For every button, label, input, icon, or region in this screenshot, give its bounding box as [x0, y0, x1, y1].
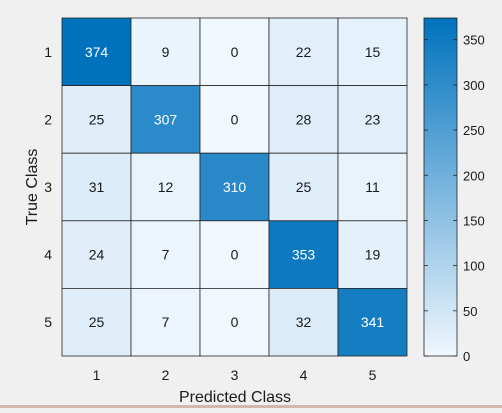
cell-value-label: 0	[231, 247, 239, 263]
colorbar-tick-label: 150	[463, 213, 485, 228]
cell-value-label: 310	[223, 179, 247, 195]
colorbar-tick-label: 100	[463, 259, 485, 274]
cell-value-label: 353	[292, 247, 316, 263]
x-tick-label: 4	[300, 367, 308, 383]
colorbar-tick-label: 250	[463, 123, 485, 138]
colorbar-tick-label: 0	[463, 349, 470, 364]
x-tick-label: 5	[369, 367, 377, 383]
cell-value-label: 24	[89, 247, 105, 263]
y-tick-label: 5	[44, 314, 52, 330]
cell-value-label: 374	[85, 44, 109, 60]
y-tick-label: 3	[44, 179, 52, 195]
cell-value-label: 341	[361, 314, 385, 330]
cell-value-label: 7	[162, 247, 170, 263]
y-axis-ticks: 1 2 3 4 5	[44, 44, 52, 330]
cell-value-label: 0	[231, 44, 239, 60]
colorbar-tick-label: 350	[463, 33, 485, 48]
cell-value-label: 307	[154, 111, 178, 127]
y-axis-label: True Class	[24, 149, 41, 226]
x-axis-label: Predicted Class	[179, 389, 291, 406]
cell-value-label: 0	[231, 111, 239, 127]
cell-value-label: 28	[296, 111, 312, 127]
cell-value-label: 12	[158, 179, 174, 195]
colorbar-tick-label: 300	[463, 78, 485, 93]
colorbar-tick-label: 200	[463, 168, 485, 183]
x-axis-ticks: 1 2 3 4 5	[93, 367, 377, 383]
y-tick-label: 1	[44, 44, 52, 60]
cell-value-label: 7	[162, 314, 170, 330]
colorbar	[424, 18, 457, 356]
cell-value-label: 23	[365, 111, 381, 127]
x-tick-label: 2	[162, 367, 170, 383]
cell-value-label: 9	[162, 44, 170, 60]
y-tick-label: 2	[44, 111, 52, 127]
x-tick-label: 3	[231, 367, 239, 383]
cell-value-label: 11	[365, 179, 380, 195]
cell-value-label: 31	[89, 179, 105, 195]
cell-value-label: 25	[89, 314, 105, 330]
cell-value-label: 25	[296, 179, 312, 195]
cell-value-label: 25	[89, 111, 105, 127]
cell-value-label: 15	[365, 44, 381, 60]
y-tick-label: 4	[44, 247, 52, 263]
x-tick-label: 1	[93, 367, 101, 383]
colorbar-tick-label: 50	[463, 304, 477, 319]
cell-value-label: 19	[365, 247, 381, 263]
cell-value-label: 22	[296, 44, 312, 60]
cell-value-label: 0	[231, 314, 239, 330]
cell-value-label: 32	[296, 314, 312, 330]
